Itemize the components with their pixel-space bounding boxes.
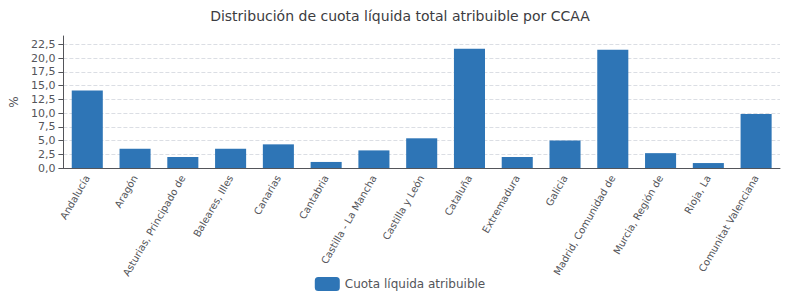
svg-text:Asturias, Principado de: Asturias, Principado de <box>121 173 188 278</box>
svg-text:Cantabria: Cantabria <box>297 173 331 221</box>
svg-text:Extremadura: Extremadura <box>480 173 522 235</box>
svg-text:7,5: 7,5 <box>38 120 56 133</box>
svg-text:Baleares, Illes: Baleares, Illes <box>191 173 235 239</box>
svg-text:Rioja, La: Rioja, La <box>682 173 713 216</box>
svg-text:20,0: 20,0 <box>31 52 56 65</box>
svg-text:Andalucía: Andalucía <box>58 173 92 221</box>
svg-text:Galicia: Galicia <box>543 173 569 208</box>
svg-text:5,0: 5,0 <box>38 134 56 147</box>
svg-text:Comunitat Valenciana: Comunitat Valenciana <box>697 173 761 273</box>
svg-text:Castilla - La Mancha: Castilla - La Mancha <box>319 173 379 265</box>
svg-text:17,5: 17,5 <box>31 65 56 78</box>
svg-text:10,0: 10,0 <box>31 107 56 120</box>
svg-text:Murcia, Región de: Murcia, Región de <box>611 173 665 256</box>
svg-text:Canarias: Canarias <box>252 173 283 216</box>
svg-text:Cuota líquida atribuible: Cuota líquida atribuible <box>345 277 485 291</box>
svg-text:0,0: 0,0 <box>38 162 56 175</box>
svg-text:Castilla y León: Castilla y León <box>380 173 426 242</box>
svg-text:2,5: 2,5 <box>38 148 56 161</box>
svg-text:12,5: 12,5 <box>31 93 56 106</box>
svg-text:22,5: 22,5 <box>31 38 56 51</box>
svg-text:%: % <box>7 96 21 107</box>
svg-text:15,0: 15,0 <box>31 79 56 92</box>
svg-text:Distribución de cuota líquida: Distribución de cuota líquida total atri… <box>210 8 590 24</box>
svg-text:Cataluña: Cataluña <box>442 173 474 217</box>
svg-text:Aragón: Aragón <box>112 173 139 210</box>
svg-text:Madrid, Comunidad de: Madrid, Comunidad de <box>551 173 617 277</box>
